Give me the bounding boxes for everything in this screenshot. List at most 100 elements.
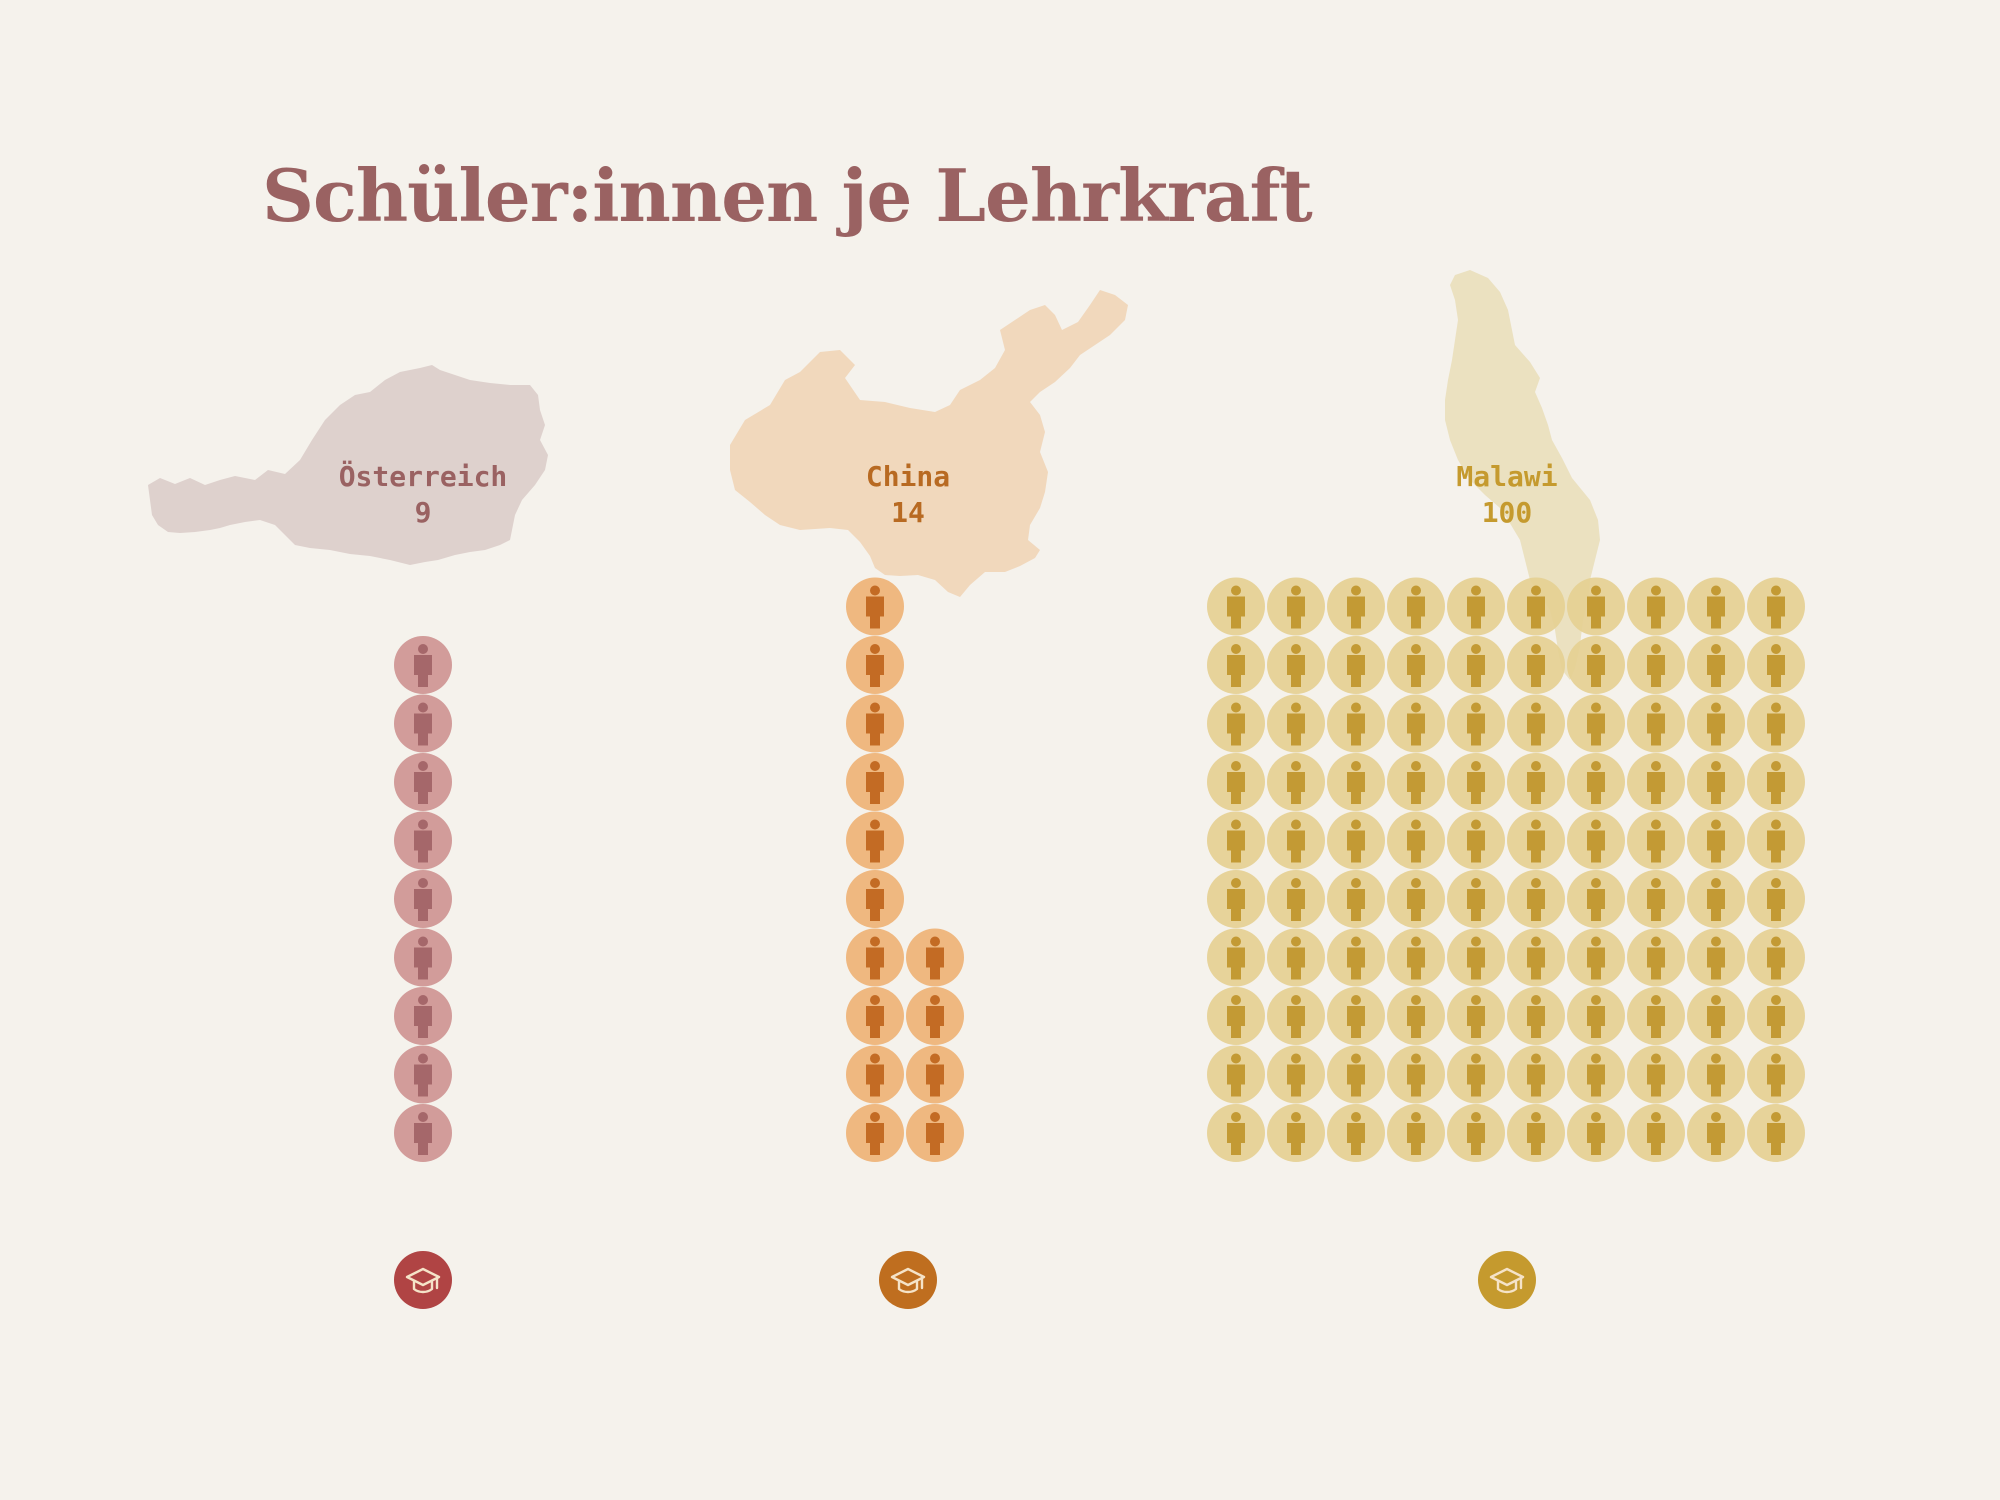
label-china-name: China xyxy=(866,460,950,493)
student-dot-malawi xyxy=(1207,870,1265,928)
student-dot-malawi xyxy=(1387,694,1445,753)
student-dot-malawi xyxy=(1747,987,1805,1045)
student-dot-malawi xyxy=(1327,987,1385,1045)
label-malawi-value: 100 xyxy=(1482,496,1533,529)
student-dot-malawi xyxy=(1447,753,1505,811)
student-dot-malawi xyxy=(1747,811,1805,870)
student-dot-malawi xyxy=(1567,928,1625,987)
student-dot-china xyxy=(846,811,904,870)
student-dot-malawi xyxy=(1327,636,1385,694)
austria-map xyxy=(148,365,548,565)
student-dot-malawi xyxy=(1447,694,1505,753)
student-dot-malawi xyxy=(1687,1104,1745,1162)
student-dot-malawi xyxy=(1387,870,1445,928)
student-dot-malawi xyxy=(1507,928,1565,987)
student-dot-austria xyxy=(394,636,452,694)
student-dot-malawi xyxy=(1387,753,1445,811)
student-dot-malawi xyxy=(1687,928,1745,987)
student-dot-malawi xyxy=(1507,636,1565,694)
student-dot-malawi xyxy=(1267,636,1325,694)
student-dot-malawi xyxy=(1567,694,1625,753)
student-dot-malawi xyxy=(1627,870,1685,928)
student-dot-malawi xyxy=(1567,870,1625,928)
student-dot-malawi xyxy=(1627,987,1685,1045)
student-dot-malawi xyxy=(1507,1045,1565,1104)
china-map xyxy=(730,290,1128,597)
student-dot-malawi xyxy=(1387,1045,1445,1104)
teacher-marker-austria xyxy=(394,1251,452,1309)
student-dot-malawi xyxy=(1687,870,1745,928)
student-dot-malawi xyxy=(1507,577,1565,636)
student-dot-malawi xyxy=(1747,694,1805,753)
student-dot-malawi xyxy=(1327,577,1385,636)
student-dot-malawi xyxy=(1627,1045,1685,1104)
student-dot-malawi xyxy=(1567,987,1625,1045)
student-dot-china xyxy=(846,753,904,811)
student-dot-malawi xyxy=(1687,636,1745,694)
student-dot-austria xyxy=(394,811,452,870)
student-dot-malawi xyxy=(1207,1104,1265,1162)
student-dot-malawi xyxy=(1687,811,1745,870)
student-dot-malawi xyxy=(1747,1045,1805,1104)
student-dot-malawi xyxy=(1387,811,1445,870)
student-dot-malawi xyxy=(1627,811,1685,870)
student-dot-malawi xyxy=(1267,870,1325,928)
chart-title: Schüler:innen je Lehrkraft xyxy=(262,153,1313,238)
student-dot-malawi xyxy=(1387,577,1445,636)
student-dot-malawi xyxy=(1327,870,1385,928)
student-dot-malawi xyxy=(1447,1104,1505,1162)
student-dot-austria xyxy=(394,870,452,928)
teacher-marker-circle xyxy=(394,1251,452,1309)
student-dot-malawi xyxy=(1267,987,1325,1045)
student-dot-malawi xyxy=(1687,577,1745,636)
student-dot-malawi xyxy=(1567,1104,1625,1162)
teacher-marker-china xyxy=(879,1251,937,1309)
label-austria-name: Österreich xyxy=(339,459,508,493)
student-dot-malawi xyxy=(1507,1104,1565,1162)
student-dot-austria xyxy=(394,987,452,1045)
student-dot-malawi xyxy=(1327,1045,1385,1104)
student-dot-malawi xyxy=(1747,1104,1805,1162)
student-dot-malawi xyxy=(1447,870,1505,928)
student-dot-malawi xyxy=(1267,753,1325,811)
student-dot-austria xyxy=(394,1104,452,1162)
student-dot-malawi xyxy=(1267,577,1325,636)
label-china-value: 14 xyxy=(891,496,925,529)
student-dot-malawi xyxy=(1447,928,1505,987)
student-dot-china xyxy=(846,1104,904,1162)
student-dots xyxy=(394,577,1805,1162)
student-dot-malawi xyxy=(1747,636,1805,694)
teacher-marker-circle xyxy=(879,1251,937,1309)
student-dot-malawi xyxy=(1447,811,1505,870)
student-dot-malawi xyxy=(1207,753,1265,811)
label-malawi-name: Malawi xyxy=(1456,460,1557,493)
student-dot-malawi xyxy=(1327,753,1385,811)
student-dot-malawi xyxy=(1627,928,1685,987)
student-dot-austria xyxy=(394,928,452,987)
student-dot-malawi xyxy=(1687,987,1745,1045)
student-dot-malawi xyxy=(1207,1045,1265,1104)
student-dot-malawi xyxy=(1627,577,1685,636)
student-dot-china xyxy=(846,987,904,1045)
student-dot-malawi xyxy=(1747,753,1805,811)
student-dot-malawi xyxy=(1327,928,1385,987)
student-dot-austria xyxy=(394,1045,452,1104)
student-dot-china xyxy=(846,1045,904,1104)
label-austria-value: 9 xyxy=(415,496,432,529)
student-dot-malawi xyxy=(1327,1104,1385,1162)
student-dot-malawi xyxy=(1567,636,1625,694)
student-dot-china xyxy=(906,987,964,1045)
student-dot-malawi xyxy=(1507,987,1565,1045)
student-dot-malawi xyxy=(1567,811,1625,870)
student-dot-malawi xyxy=(1567,753,1625,811)
student-dot-malawi xyxy=(1627,753,1685,811)
student-dot-china xyxy=(846,636,904,694)
student-dot-malawi xyxy=(1687,694,1745,753)
student-dot-malawi xyxy=(1387,987,1445,1045)
student-dot-malawi xyxy=(1387,636,1445,694)
student-dot-malawi xyxy=(1687,753,1745,811)
student-dot-malawi xyxy=(1267,928,1325,987)
student-dot-malawi xyxy=(1507,811,1565,870)
student-dot-malawi xyxy=(1267,1104,1325,1162)
student-dot-malawi xyxy=(1507,870,1565,928)
